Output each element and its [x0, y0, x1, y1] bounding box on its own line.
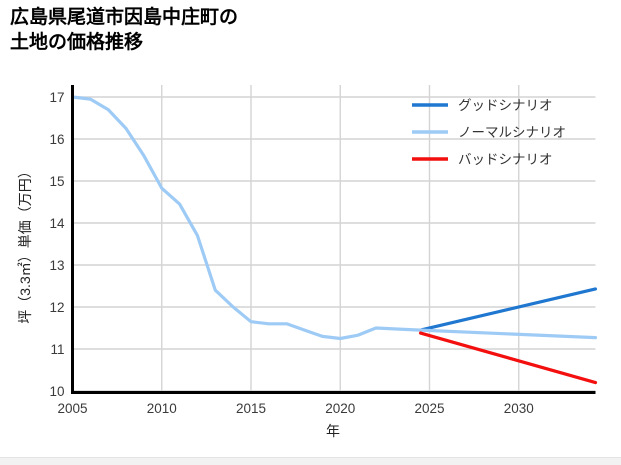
x-axis-tick-label: 2005: [57, 401, 87, 416]
y-axis-tick-label: 13: [49, 258, 64, 273]
y-axis-tick-label: 14: [49, 216, 65, 231]
x-axis-tick-label: 2020: [325, 401, 355, 416]
series-line: [70, 95, 598, 341]
y-axis-title: 坪（3.3㎡）単価（万円）: [17, 164, 33, 323]
y-axis-tick-label: 15: [49, 174, 64, 189]
legend-label: バッドシナリオ: [458, 152, 553, 167]
y-axis-tick-label: 12: [49, 300, 64, 315]
bottom-strip: [0, 457, 621, 465]
x-axis-tick-label: 2015: [236, 401, 266, 416]
legend-label: ノーマルシナリオ: [458, 125, 566, 140]
page-title: 広島県尾道市因島中庄町の 土地の価格推移: [10, 7, 239, 53]
x-axis-tick-label: 2030: [504, 401, 534, 416]
y-axis-tick-label: 11: [50, 342, 64, 357]
x-axis-tick-label: 2025: [414, 401, 444, 416]
y-axis-tick-label: 10: [49, 384, 64, 399]
x-axis-title: 年: [326, 423, 340, 439]
y-axis-tick-label: 17: [49, 90, 64, 105]
series-line: [418, 331, 598, 385]
x-axis-tick-label: 2010: [147, 401, 177, 416]
y-axis-tick-label: 16: [49, 132, 64, 147]
series-line: [418, 287, 598, 332]
legend-label: グッドシナリオ: [458, 98, 553, 113]
